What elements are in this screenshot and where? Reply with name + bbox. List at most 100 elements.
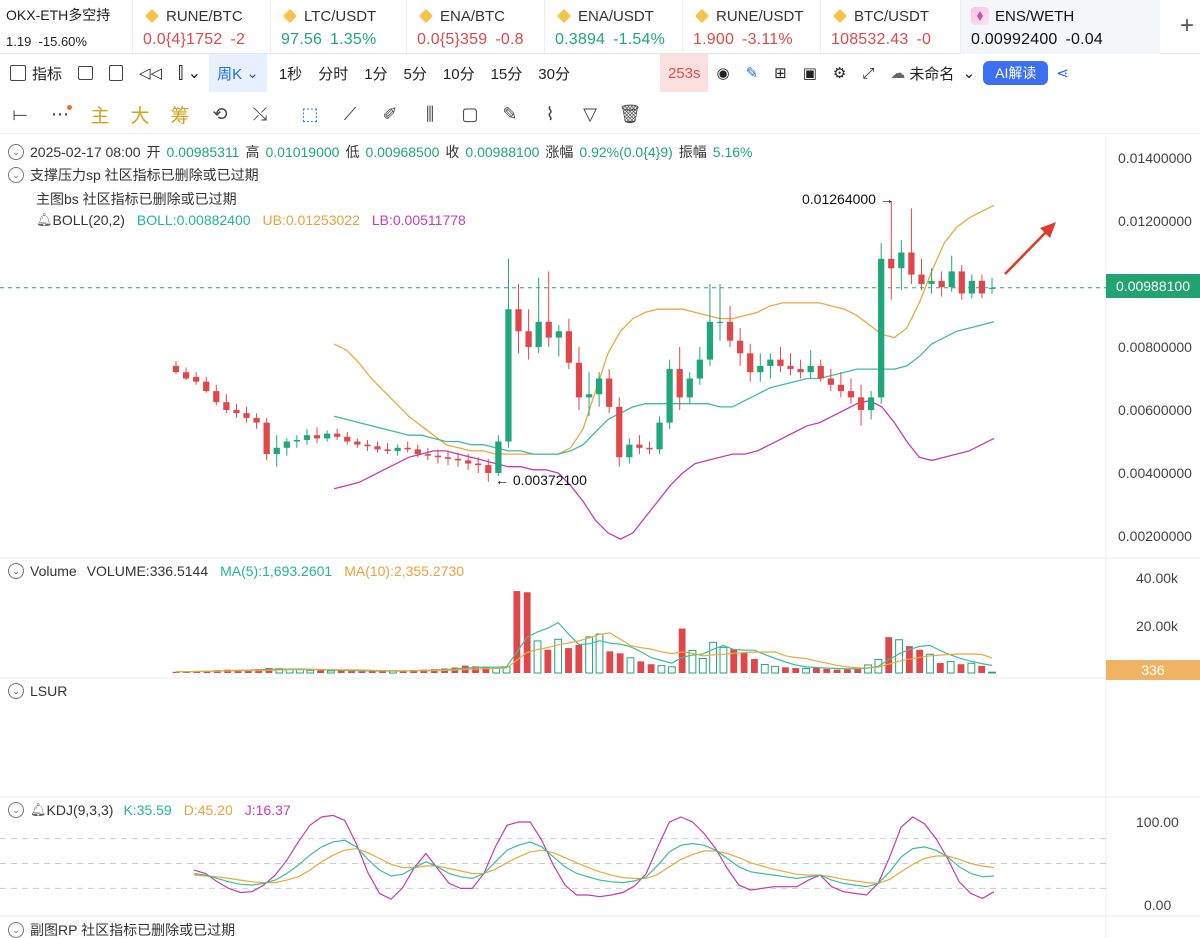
collapse-chevron-icon[interactable]: ⌄ [8,683,24,699]
ticker-tab-btc-usdt[interactable]: BTC/USDT 108532.43 -0 [820,0,960,54]
candle-body [545,321,552,338]
ai-analysis-button[interactable]: AI解读 [983,61,1049,85]
candle-pattern-icon[interactable]: ⫼ [425,104,435,124]
interval-selector[interactable]: 周K ⌄ [209,54,267,92]
candle-body [706,321,714,360]
ticker-change: -0.8 [495,31,524,48]
layout-name-selector[interactable]: ☁ 未命名 ⌄ [882,54,983,92]
candle-body [454,458,462,461]
volume-bar [203,670,211,673]
interval-15m[interactable]: 15分 [490,65,523,83]
volume-bar [657,665,666,674]
calendar-icon[interactable] [70,54,101,92]
candle-body [465,460,472,464]
main-tool-button[interactable]: 主 [90,106,110,127]
interval-timeline[interactable]: 分时 [318,65,349,83]
big-tool-button[interactable]: 大 [130,106,150,127]
volume-axis-label: 20.00k [1136,618,1179,634]
horizontal-line-icon[interactable]: ⟝ [12,104,28,124]
highlighter-icon[interactable]: ⌇ [545,104,555,124]
brush-icon[interactable]: ✐ [382,104,398,124]
candle-body [888,258,895,269]
more-icon[interactable]: ⋯ [40,96,80,134]
collapse-chevron-icon[interactable]: ⌄ [8,144,24,160]
replay-icon[interactable]: ◁◁ [139,65,163,82]
candle-body [928,280,935,284]
volume-legend: ⌄ Volume VOLUME:336.5144 MA(5):1,693.260… [8,563,464,579]
candle-body [313,435,321,439]
volume-bar [760,663,769,674]
candle-body [444,457,452,459]
add-tab-icon[interactable]: + [1179,12,1194,39]
collapse-chevron-icon[interactable]: ⌄ [8,167,24,183]
bell-icon[interactable]: 🔔︎ [30,802,47,817]
volume-bar [523,592,531,673]
trend-line-icon[interactable]: ⤯ [252,104,268,124]
ticker-tab-ltc-usdt[interactable]: LTC/USDT 97.56 1.35% [270,0,406,54]
volume-bar [368,671,376,673]
interval-10m[interactable]: 10分 [442,65,475,83]
account-tab[interactable]: OKX-ETH多空持 1.19 -15.60% [6,5,130,49]
volume-bar [317,670,325,673]
note-icon[interactable]: ✎ [502,104,518,124]
sync-drawing-icon[interactable]: ⟲ [212,104,228,124]
volume-bar [988,671,996,674]
magnet-icon[interactable]: ⬚ [301,104,319,124]
indicators-button[interactable]: 指标 [0,54,70,92]
ticker-tab-rune-usdt[interactable]: RUNE/USDT 1.900 -3.11% [682,0,820,54]
volume-bar [730,649,738,673]
chart-type-icon[interactable]: ⫿ ⌄ [178,65,202,82]
high-annotation: 0.01264000 → [802,191,894,207]
lock-icon[interactable]: ▢ [461,104,479,124]
collapse-chevron-icon[interactable]: ⌄ [8,802,24,818]
candle-body [837,384,845,392]
ticker-change: -1.54% [613,31,666,48]
bell-icon[interactable]: 🔔︎ [36,212,53,227]
ruler-icon[interactable]: ⟋ [343,104,357,124]
kdj-k-value: K:35.59 [123,802,172,818]
ticker-tab-rune-btc[interactable]: RUNE/BTC 0.0{4}1752 -2 [132,0,270,54]
ticker-tab-ena-btc[interactable]: ENA/BTC 0.0{5}359 -0.8 [406,0,544,54]
candle-body [283,441,290,448]
interval-1m[interactable]: 1分 [364,65,388,83]
candle-body [616,406,623,458]
image-icon[interactable]: ▣ [802,65,817,82]
interval-1s[interactable]: 1秒 [278,65,303,83]
share-icon[interactable]: ⋖ [1056,65,1069,82]
boll-legend: 🔔︎ BOLL(20,2) BOLL:0.00882400 UB:0.01253… [36,212,466,228]
volume-bar [864,664,872,674]
add-annotation-icon[interactable]: ⊞ [774,65,787,82]
collapse-chevron-icon[interactable]: ⌄ [8,922,24,938]
filter-icon[interactable]: ▽ [583,104,597,124]
volume-bar [244,669,252,673]
kdj-j-line [193,814,995,900]
candle-body [263,422,270,455]
bs-legend: 主图bs 社区指标已删除或已过期 [36,191,237,207]
fullscreen-icon[interactable]: ⤢ [862,64,875,82]
ohlc-open: 0.00985311 [166,144,240,160]
layout-icon[interactable] [101,54,131,92]
interval-5m[interactable]: 5分 [403,65,427,83]
price-axis-label: 0.01200000 [1118,213,1192,229]
ens-icon [971,7,989,25]
candle-body [233,410,240,414]
layout-name-label: 未命名 [909,65,955,83]
ticker-tab-ens-weth[interactable]: ENS/WETH 0.00992400 -0.04 [960,0,1160,54]
ticker-tab-ena-usdt[interactable]: ENA/USDT 0.3894 -1.54% [544,0,682,54]
candle-body [726,321,734,341]
chip-tool-button[interactable]: 筹 [170,106,190,127]
candle-body [737,340,744,354]
candle-body [686,378,693,398]
settings-icon[interactable]: ⚙ [832,65,847,82]
trash-icon[interactable]: 🗑 [618,104,642,124]
collapse-chevron-icon[interactable]: ⌄ [8,563,24,579]
pen-icon[interactable]: ✎ [745,65,759,82]
volume-bar [946,661,955,674]
camera-icon[interactable]: ◉ [716,65,730,82]
interval-30m[interactable]: 30分 [538,65,570,83]
ticker-price: 1.900 [693,31,735,48]
volume-bar [647,664,655,673]
volume-bar [792,668,800,673]
price-axis-label: 0.00200000 [1118,528,1192,544]
